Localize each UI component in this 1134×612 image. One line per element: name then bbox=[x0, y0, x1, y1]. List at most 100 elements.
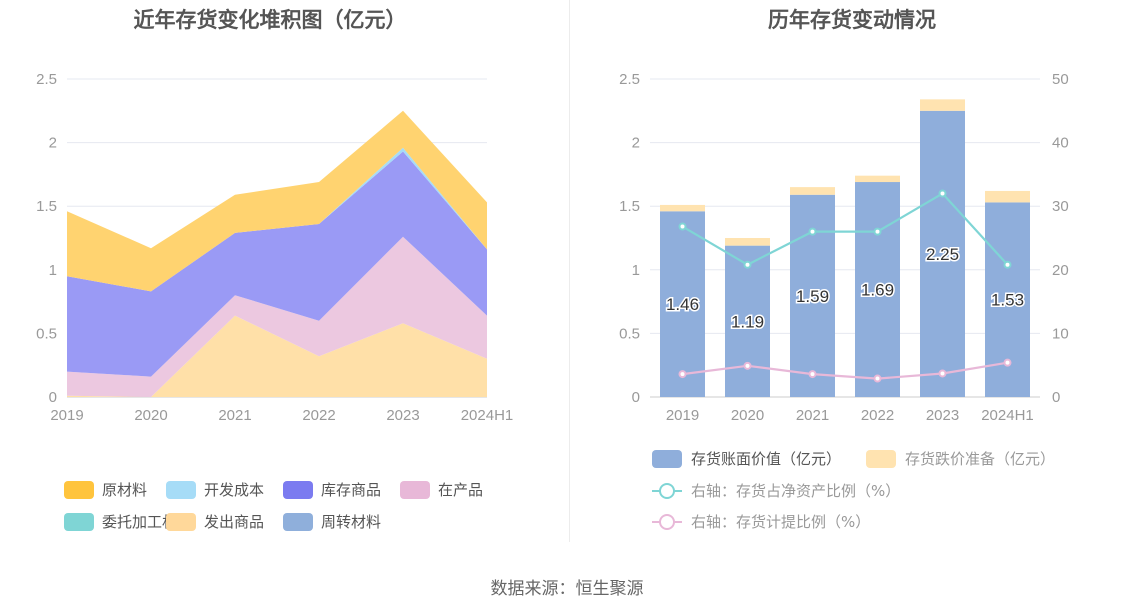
legend-item: 开发成本 bbox=[166, 481, 264, 499]
y2-tick-label: 10 bbox=[1052, 325, 1069, 342]
legend-item: 存货跌价准备（亿元） bbox=[866, 450, 1055, 468]
bar-book-value bbox=[985, 202, 1030, 397]
panel-divider bbox=[569, 0, 570, 542]
legend-swatch bbox=[64, 513, 94, 531]
bar-book-value bbox=[660, 211, 705, 397]
legend-item: 库存商品 bbox=[283, 481, 381, 499]
legend-swatch bbox=[166, 513, 196, 531]
bar-provision bbox=[920, 99, 965, 111]
area-在产品 bbox=[67, 236, 487, 397]
y-tick-label: 1.5 bbox=[36, 198, 57, 215]
bar-provision bbox=[985, 190, 1030, 203]
area-原材料 bbox=[67, 110, 487, 292]
legend-item: 在产品 bbox=[400, 481, 483, 499]
x-tick-label: 2022 bbox=[861, 407, 894, 424]
line-右轴：存货计提比例（%） bbox=[682, 361, 1008, 380]
y2-tick-label: 0 bbox=[1052, 389, 1060, 406]
legend-swatch bbox=[400, 481, 430, 499]
line-point bbox=[1003, 260, 1012, 269]
y-tick-label: 1 bbox=[49, 262, 57, 279]
legend-item: 右轴：存货占净资产比例（%） bbox=[652, 482, 900, 500]
bar-book-value bbox=[790, 194, 835, 397]
stacked-area-chart: 0 0.5 1 1.5 2 2.5 2019 2020 2021 2022 2023 2024H1 原材… bbox=[36, 71, 513, 531]
line-point bbox=[1003, 358, 1012, 367]
legend-marker bbox=[659, 514, 675, 530]
x-tick-label: 2019 bbox=[50, 407, 83, 424]
line-point bbox=[743, 260, 752, 269]
bar-provision bbox=[855, 175, 900, 183]
y-tick-label: 0.5 bbox=[36, 325, 57, 342]
line-右轴：存货占净资产比例（%） bbox=[681, 192, 1009, 266]
y-tick-label: 2.5 bbox=[619, 71, 640, 88]
x-tick-label: 2023 bbox=[926, 407, 959, 424]
legend-label: 右轴：存货占净资产比例（%） bbox=[691, 482, 900, 500]
line-point bbox=[678, 370, 687, 379]
bar-provision bbox=[790, 187, 835, 195]
legend-item: 原材料 bbox=[64, 481, 147, 499]
x-tick-label: 2019 bbox=[666, 407, 699, 424]
y2-tick-label: 20 bbox=[1052, 262, 1069, 279]
legend-item: 发出商品 bbox=[166, 513, 264, 531]
legend-item: 存货账面价值（亿元） bbox=[652, 450, 841, 468]
bar-value-label: 2.25 bbox=[926, 245, 959, 264]
line-point bbox=[678, 222, 687, 231]
y-tick-label: 1.5 bbox=[619, 198, 640, 215]
legend-swatch bbox=[652, 450, 682, 468]
x-tick-label: 2021 bbox=[796, 407, 829, 424]
left-chart-title: 近年存货变化堆积图（亿元） bbox=[133, 8, 407, 32]
legend-marker bbox=[659, 483, 675, 499]
legend-item: 周转材料 bbox=[283, 513, 381, 531]
bar-book-value bbox=[855, 182, 900, 397]
legend-swatch bbox=[283, 513, 313, 531]
bar-provision bbox=[725, 238, 770, 246]
bar-value-label: 1.19 bbox=[731, 312, 764, 331]
y2-tick-label: 30 bbox=[1052, 198, 1069, 215]
bar-value-label: 1.69 bbox=[861, 281, 894, 300]
legend-swatch bbox=[866, 450, 896, 468]
line-point bbox=[743, 361, 752, 370]
legend-label: 存货账面价值（亿元） bbox=[691, 450, 841, 468]
y-tick-label: 1 bbox=[632, 262, 640, 279]
area-发出商品 bbox=[67, 315, 487, 397]
legend-label: 开发成本 bbox=[204, 481, 264, 499]
x-tick-label: 2020 bbox=[134, 407, 167, 424]
legend-swatch bbox=[64, 481, 94, 499]
right-chart-title: 历年存货变动情况 bbox=[768, 8, 936, 32]
legend-label: 存货跌价准备（亿元） bbox=[905, 450, 1055, 468]
legend-label: 在产品 bbox=[438, 481, 483, 499]
y2-tick-label: 40 bbox=[1052, 135, 1069, 152]
legend-swatch bbox=[283, 481, 313, 499]
x-tick-label: 2024H1 bbox=[981, 407, 1034, 424]
legend-label: 周转材料 bbox=[321, 513, 381, 531]
x-tick-label: 2023 bbox=[386, 407, 419, 424]
y-tick-label: 2 bbox=[49, 135, 57, 152]
y2-tick-label: 50 bbox=[1052, 71, 1069, 88]
legend-label: 库存商品 bbox=[321, 481, 381, 499]
x-tick-label: 2021 bbox=[218, 407, 251, 424]
bar-book-value bbox=[725, 245, 770, 397]
y-tick-label: 2 bbox=[632, 135, 640, 152]
x-tick-label: 2020 bbox=[731, 407, 764, 424]
legend-swatch bbox=[166, 481, 196, 499]
legend-label: 右轴：存货计提比例（%） bbox=[691, 513, 870, 531]
bar-value-label: 1.46 bbox=[666, 295, 699, 314]
legend-item: 右轴：存货计提比例（%） bbox=[652, 513, 870, 531]
line-point bbox=[938, 189, 947, 198]
area-库存商品 bbox=[67, 151, 487, 377]
line-point bbox=[873, 374, 882, 383]
y-tick-label: 0 bbox=[632, 389, 640, 406]
line-point bbox=[808, 370, 817, 379]
legend-label: 原材料 bbox=[102, 481, 147, 499]
line-point bbox=[938, 369, 947, 378]
line-point bbox=[808, 227, 817, 236]
line-point bbox=[873, 227, 882, 236]
bar-book-value bbox=[920, 110, 965, 398]
bar-value-label: 1.59 bbox=[796, 287, 829, 306]
y-tick-label: 0.5 bbox=[619, 325, 640, 342]
legend-label: 发出商品 bbox=[204, 513, 264, 531]
x-tick-label: 2022 bbox=[302, 407, 335, 424]
y-tick-label: 2.5 bbox=[36, 71, 57, 88]
bar-provision bbox=[660, 204, 705, 212]
y-tick-label: 0 bbox=[49, 389, 57, 406]
bar-value-label: 1.53 bbox=[991, 291, 1024, 310]
